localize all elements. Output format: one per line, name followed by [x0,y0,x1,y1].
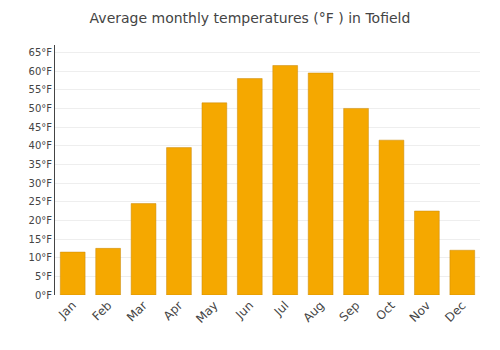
svg-text:0°F: 0°F [35,290,52,301]
svg-text:Oct: Oct [373,298,398,323]
svg-text:50°F: 50°F [29,103,53,114]
svg-text:60°F: 60°F [29,66,53,77]
svg-text:30°F: 30°F [29,178,53,189]
svg-text:Average monthly temperatures (: Average monthly temperatures (°F ) in To… [90,10,411,26]
svg-text:Apr: Apr [161,298,186,323]
svg-text:Mar: Mar [124,298,150,324]
svg-text:Aug: Aug [301,298,327,324]
svg-text:Jun: Jun [232,298,256,322]
svg-text:Sep: Sep [337,298,363,324]
svg-text:40°F: 40°F [29,140,53,151]
svg-text:35°F: 35°F [29,159,53,170]
svg-text:20°F: 20°F [29,215,53,226]
svg-text:55°F: 55°F [29,84,53,95]
svg-text:Dec: Dec [442,298,468,324]
svg-text:65°F: 65°F [29,47,53,58]
svg-text:15°F: 15°F [29,234,53,245]
svg-text:Feb: Feb [90,298,115,323]
svg-text:Jul: Jul [271,298,292,319]
svg-text:Jan: Jan [55,298,79,322]
svg-text:Nov: Nov [407,298,433,324]
svg-text:May: May [193,298,220,325]
svg-text:10°F: 10°F [29,252,53,263]
svg-text:5°F: 5°F [35,271,52,282]
svg-text:25°F: 25°F [29,196,53,207]
svg-text:45°F: 45°F [29,122,53,133]
